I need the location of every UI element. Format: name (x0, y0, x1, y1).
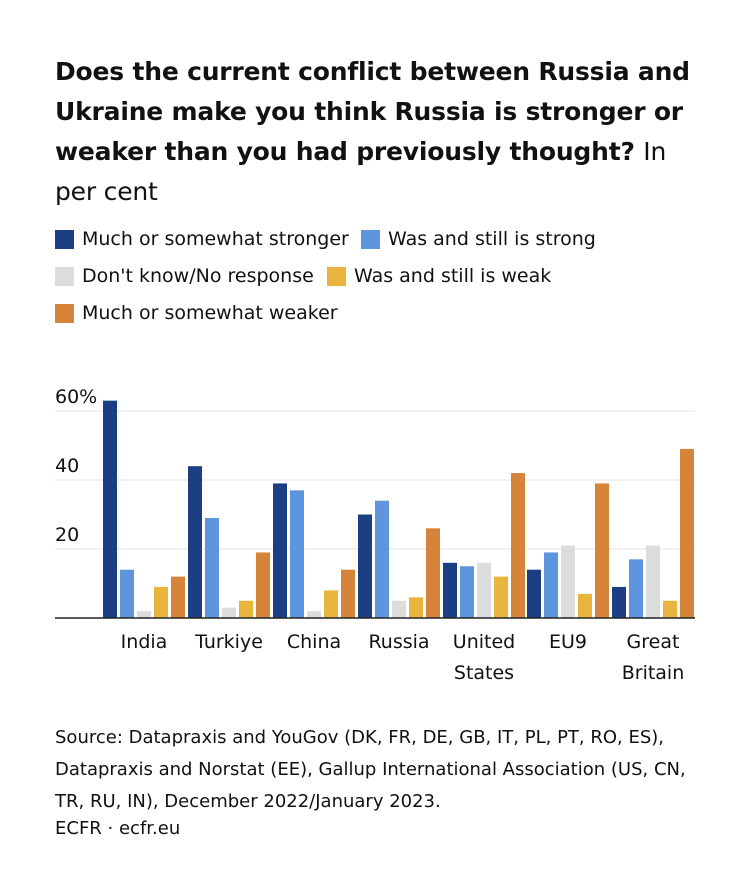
bar (494, 576, 508, 618)
bar (120, 569, 134, 618)
bar (578, 593, 592, 618)
bar-chart: 20 40 60% India Turkiye China Russia United Stat… (55, 386, 695, 684)
bar (222, 607, 236, 618)
legend-swatch (327, 266, 346, 286)
bar (273, 483, 287, 618)
bar (477, 562, 491, 618)
bar (561, 545, 575, 618)
bar (103, 400, 117, 618)
bar (358, 514, 372, 618)
x-tick-label: Britain (622, 662, 685, 684)
bar (307, 611, 321, 618)
bar (290, 490, 304, 618)
legend-item-dont-know: Don't know/No response (55, 265, 314, 287)
credit: ECFR · ecfr.eu (55, 818, 181, 839)
legend-item-still-weak: Was and still is weak (327, 265, 551, 287)
bar (137, 611, 151, 618)
bar (154, 586, 168, 618)
chart-title: Does the current conflict between Russia… (55, 52, 695, 212)
title-question: Does the current conflict between Russia… (55, 57, 690, 166)
bar (460, 566, 474, 618)
bar (205, 517, 219, 618)
legend-label: Much or somewhat stronger (82, 228, 349, 250)
bar (324, 590, 338, 618)
bar (239, 600, 253, 618)
x-tick-label: Turkiye (194, 631, 263, 653)
x-tick-label: India (121, 631, 168, 653)
bar (595, 483, 609, 618)
x-tick-label: China (287, 631, 341, 653)
legend-item-much-stronger: Much or somewhat stronger (55, 228, 349, 250)
bar (409, 597, 423, 618)
bar (680, 448, 694, 618)
x-tick-label: States (454, 662, 514, 684)
bar (171, 576, 185, 618)
y-tick-label: 20 (55, 524, 79, 546)
bar (443, 562, 457, 618)
bar (511, 473, 525, 618)
x-tick-label: United (453, 631, 515, 653)
legend-swatch (361, 229, 380, 249)
bar (341, 569, 355, 618)
legend-swatch (55, 229, 74, 249)
bar (426, 528, 440, 618)
bar (375, 500, 389, 618)
legend-label: Don't know/No response (82, 265, 314, 287)
legend-label: Much or somewhat weaker (82, 302, 338, 324)
legend-swatch (55, 303, 74, 323)
x-tick-label: Russia (368, 631, 429, 653)
bar (527, 569, 541, 618)
title-unit: In per cent (55, 137, 667, 206)
legend-item-much-weaker: Much or somewhat weaker (55, 302, 338, 324)
legend-label: Was and still is weak (354, 265, 552, 287)
bar (188, 466, 202, 618)
legend-label: Was and still is strong (388, 228, 596, 250)
bar (392, 600, 406, 618)
x-tick-label: EU9 (549, 631, 587, 653)
bar (646, 545, 660, 618)
bar (612, 586, 626, 618)
x-tick-label: Great (627, 631, 680, 653)
y-tick-label: 60% (55, 386, 97, 408)
source-note: Source: Datapraxis and YouGov (DK, FR, D… (55, 727, 686, 812)
legend-swatch (55, 266, 74, 286)
bar (544, 552, 558, 618)
bar (256, 552, 270, 618)
legend-item-still-strong: Was and still is strong (361, 228, 596, 250)
y-tick-label: 40 (55, 455, 79, 477)
bar (629, 559, 643, 618)
bar (663, 600, 677, 618)
